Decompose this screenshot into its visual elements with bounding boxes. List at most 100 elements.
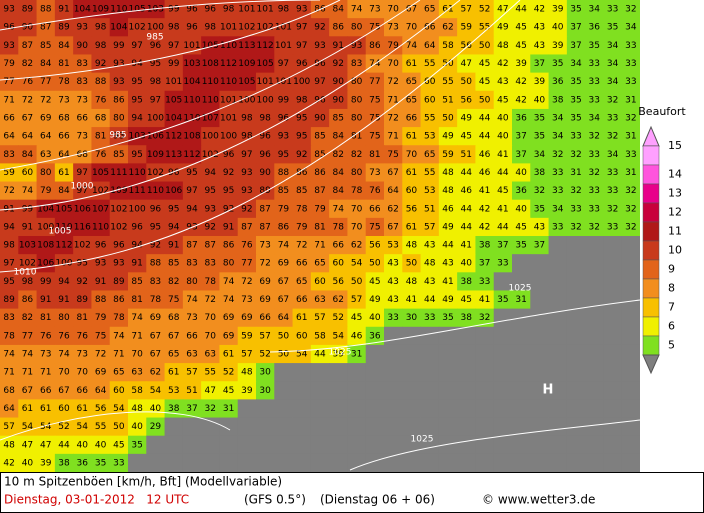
grid-cell	[164, 381, 184, 400]
wind-value: 97	[296, 41, 307, 51]
wind-value: 68	[95, 114, 107, 124]
grid-cell	[54, 145, 74, 164]
wind-value: 55	[479, 23, 490, 33]
wind-value: 88	[150, 259, 162, 269]
grid-cell	[146, 236, 166, 255]
grid-cell	[146, 399, 166, 419]
wind-value: 82	[351, 150, 362, 160]
grid-cell	[420, 72, 440, 92]
grid-cell	[0, 435, 19, 455]
wind-value: 42	[515, 77, 526, 87]
grid-cell	[457, 36, 477, 56]
grid-cell	[347, 236, 367, 255]
wind-value: 93	[3, 5, 14, 15]
wind-value: 104	[110, 23, 127, 33]
grid-cell	[493, 417, 513, 437]
grid-cell	[292, 236, 312, 255]
wind-value: 39	[534, 77, 546, 87]
grid-cell	[347, 399, 367, 419]
grid-cell	[146, 54, 166, 74]
wind-value: 100	[220, 132, 237, 142]
grid-cell	[274, 0, 294, 19]
grid-cell	[585, 145, 605, 164]
grid-cell	[54, 217, 74, 237]
grid-cell	[109, 363, 129, 382]
wind-value: 82	[168, 277, 179, 287]
grid-cell	[310, 326, 330, 346]
wind-value: 72	[22, 95, 33, 105]
wind-value: 96	[186, 23, 198, 33]
wind-value: 64	[3, 132, 15, 142]
wind-value: 66	[296, 259, 308, 269]
grid-cell	[54, 236, 74, 255]
grid-cell	[585, 199, 605, 219]
wind-value: 36	[552, 77, 564, 87]
grid-cell	[164, 363, 184, 382]
grid-cell	[457, 417, 477, 437]
wind-value: 61	[168, 368, 179, 378]
wind-value: 43	[387, 259, 398, 269]
grid-cell	[274, 381, 294, 400]
grid-cell	[164, 272, 184, 292]
wind-value: 39	[552, 41, 564, 51]
wind-value: 61	[58, 168, 69, 178]
grid-cell	[91, 236, 111, 255]
grid-cell	[128, 453, 147, 473]
wind-value: 54	[113, 404, 125, 414]
wind-value: 47	[205, 386, 216, 396]
grid-cell	[274, 344, 294, 364]
grid-cell	[457, 453, 477, 473]
wind-value: 44	[461, 222, 473, 232]
grid-cell	[457, 435, 477, 455]
grid-cell	[530, 381, 550, 400]
wind-value: 71	[113, 350, 124, 360]
wind-value: 77	[241, 259, 252, 269]
grid-cell	[621, 145, 641, 164]
grid-cell	[329, 290, 349, 310]
grid-cell	[219, 453, 239, 473]
wind-value: 79	[3, 59, 15, 69]
grid-cell	[347, 272, 367, 292]
grid-cell	[310, 36, 330, 56]
grid-cell	[237, 145, 257, 164]
wind-value: 32	[607, 95, 618, 105]
wind-value: 106	[74, 204, 91, 214]
wind-value: 43	[534, 23, 545, 33]
grid-cell	[18, 363, 38, 382]
grid-cell	[219, 381, 239, 400]
wind-value: 59	[442, 150, 454, 160]
grid-cell	[420, 54, 440, 74]
wind-value: 77	[3, 77, 14, 87]
wind-value: 41	[442, 277, 453, 287]
grid-cell	[329, 363, 349, 382]
wind-value: 100	[202, 132, 219, 142]
grid-cell	[91, 326, 111, 346]
wind-value: 85	[131, 277, 142, 287]
wind-value: 97	[3, 259, 14, 269]
wind-value: 37	[534, 241, 545, 251]
grid-cell	[201, 108, 221, 128]
isobar	[0, 0, 341, 81]
grid-cell	[91, 18, 111, 37]
wind-value: 36	[515, 114, 527, 124]
grid-cell	[73, 363, 93, 382]
isobar-label: 1000	[71, 182, 94, 192]
grid-cell	[457, 344, 477, 364]
grid-cell	[274, 308, 294, 328]
grid-cell	[365, 399, 385, 419]
grid-cell	[420, 254, 440, 273]
grid-cell	[73, 36, 93, 56]
grid-cell	[256, 127, 275, 146]
grid-cell	[164, 163, 184, 183]
wind-value: 103	[183, 59, 200, 69]
wind-value: 56	[406, 204, 418, 214]
grid-cell	[73, 72, 93, 92]
grid-cell	[237, 236, 257, 255]
wind-value: 110	[129, 168, 146, 178]
grid-cell	[54, 290, 74, 310]
grid-cell	[237, 272, 257, 292]
grid-cell	[420, 417, 440, 437]
wind-value: 40	[95, 440, 107, 450]
wind-value: 48	[131, 404, 143, 414]
legend-label: 10	[668, 244, 682, 257]
